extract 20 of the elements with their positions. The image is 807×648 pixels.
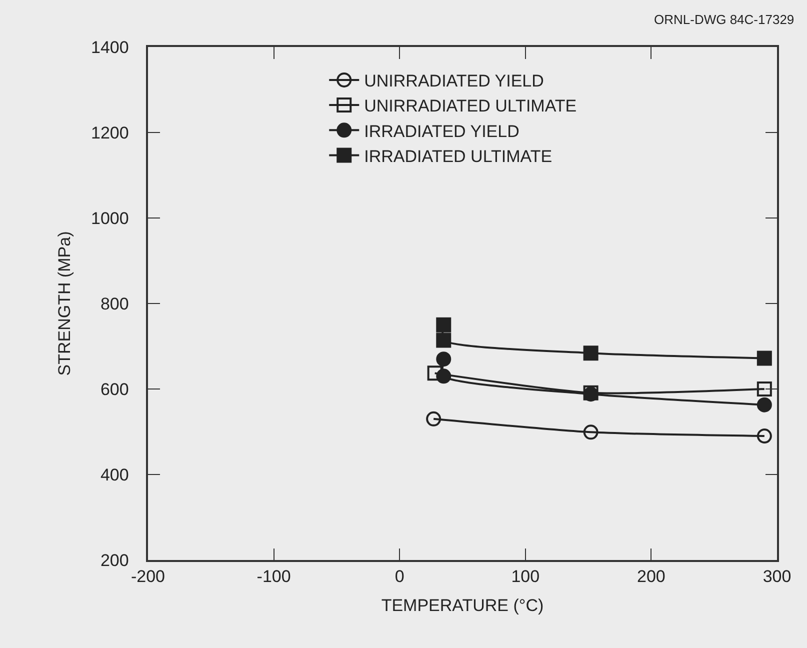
x-tick-label: -100 (256, 567, 291, 586)
x-axis-title: TEMPERATURE (°C) (381, 596, 544, 616)
x-tick-label: 100 (511, 567, 540, 586)
y-axis-title: STRENGTH (MPa) (55, 231, 74, 376)
legend-label: UNIRRADIATED YIELD (364, 72, 544, 91)
x-tick-label: 200 (637, 567, 666, 586)
y-tick-label: 1200 (91, 123, 129, 142)
x-tick-label: 0 (394, 567, 404, 586)
legend-label: IRRADIATED ULTIMATE (364, 146, 552, 166)
y-tick-label: 200 (100, 550, 129, 570)
legend-label: IRRADIATED YIELD (364, 122, 520, 141)
y-tick-label: 1400 (91, 38, 129, 57)
x-tick-label: 300 (762, 567, 792, 586)
legend-label: UNIRRADIATED ULTIMATE (364, 96, 577, 116)
y-tick-label: 1000 (91, 208, 129, 228)
text: ORNL-DWG 84C-17329 (654, 12, 794, 27)
y-tick-label: 600 (100, 380, 129, 399)
y-tick-label: 400 (100, 465, 129, 484)
x-tick-label: -200 (130, 567, 166, 586)
y-tick-label: 800 (100, 294, 129, 314)
